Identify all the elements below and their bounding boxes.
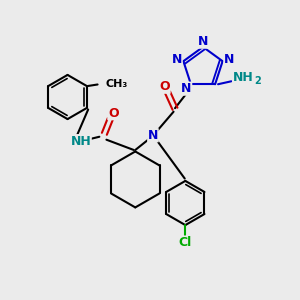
Text: CH₃: CH₃ <box>105 80 128 89</box>
Text: Cl: Cl <box>179 236 192 249</box>
Text: O: O <box>108 107 119 120</box>
Text: N: N <box>198 35 208 48</box>
Text: N: N <box>172 53 182 66</box>
Text: N: N <box>181 82 192 95</box>
Text: N: N <box>148 129 158 142</box>
Text: NH: NH <box>233 71 254 84</box>
Text: N: N <box>224 53 234 66</box>
Text: NH: NH <box>70 135 91 148</box>
Text: O: O <box>159 80 170 93</box>
Text: 2: 2 <box>254 76 261 86</box>
